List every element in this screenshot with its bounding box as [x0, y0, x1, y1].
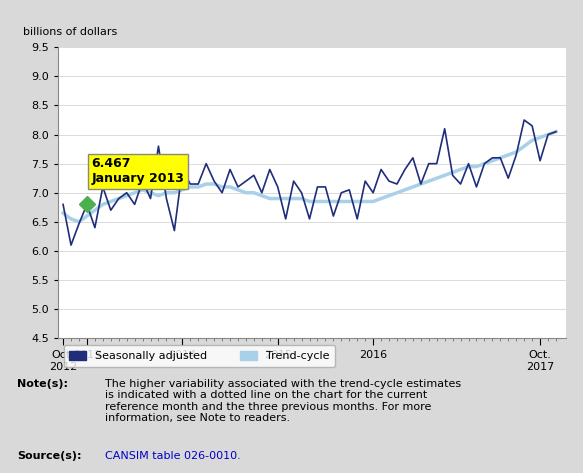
Text: billions of dollars: billions of dollars — [23, 27, 118, 37]
Text: 6.467
January 2013: 6.467 January 2013 — [92, 158, 185, 185]
Text: Note(s):: Note(s): — [17, 378, 68, 389]
Text: Source(s):: Source(s): — [17, 451, 82, 461]
Legend: Seasonally adjusted, Trend-cycle: Seasonally adjusted, Trend-cycle — [64, 345, 335, 367]
Text: The higher variability associated with the trend-cycle estimates
is indicated wi: The higher variability associated with t… — [105, 378, 461, 423]
Text: CANSIM table 026-0010.: CANSIM table 026-0010. — [105, 451, 241, 461]
